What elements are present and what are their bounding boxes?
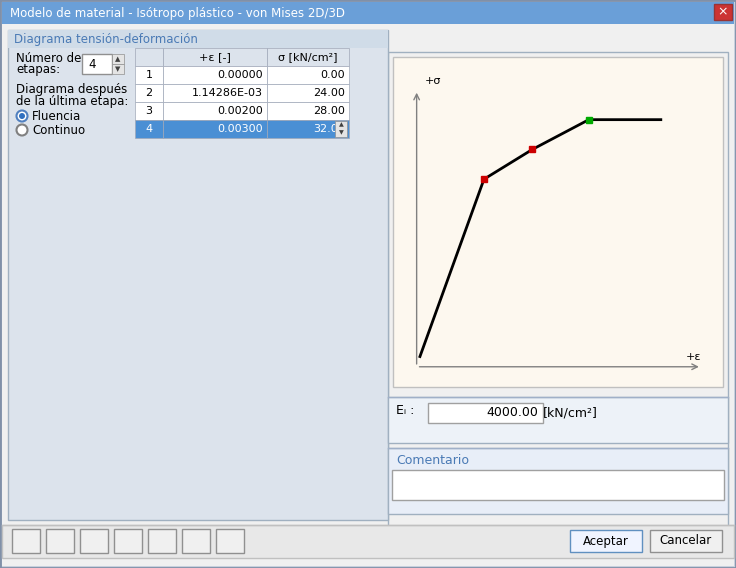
- Bar: [392, 470, 724, 500]
- Text: etapas:: etapas:: [16, 64, 60, 77]
- Bar: [2, 525, 734, 558]
- Bar: [267, 48, 349, 66]
- Bar: [570, 530, 642, 552]
- Bar: [114, 529, 142, 553]
- Text: 1: 1: [146, 70, 152, 80]
- Text: 0.00000: 0.00000: [217, 70, 263, 80]
- Bar: [8, 30, 388, 520]
- Bar: [216, 529, 244, 553]
- Text: 1.14286E-03: 1.14286E-03: [192, 88, 263, 98]
- Text: 0.00: 0.00: [320, 70, 345, 80]
- Bar: [163, 120, 267, 138]
- Text: +ε [-]: +ε [-]: [199, 52, 231, 62]
- Text: Número de: Número de: [16, 52, 82, 65]
- Text: 3: 3: [146, 106, 152, 116]
- Text: Comentario: Comentario: [396, 453, 469, 466]
- Text: ▼: ▼: [116, 66, 121, 72]
- Text: 28.00: 28.00: [313, 106, 345, 116]
- Bar: [393, 57, 723, 387]
- Circle shape: [19, 113, 25, 119]
- Bar: [182, 529, 210, 553]
- Bar: [650, 530, 722, 552]
- Text: Fluencia: Fluencia: [32, 110, 81, 123]
- Bar: [388, 397, 728, 443]
- Text: [kN/cm²]: [kN/cm²]: [543, 407, 598, 420]
- Bar: [82, 54, 112, 74]
- Bar: [163, 102, 267, 120]
- Bar: [388, 448, 728, 514]
- Text: Modelo de material - Isótropo plástico - von Mises 2D/3D: Modelo de material - Isótropo plástico -…: [10, 6, 345, 19]
- Bar: [135, 120, 163, 138]
- Bar: [46, 529, 74, 553]
- Circle shape: [16, 124, 27, 136]
- Bar: [267, 84, 349, 102]
- Text: de la última etapa:: de la última etapa:: [16, 95, 128, 108]
- Text: ▲: ▲: [116, 56, 121, 62]
- Text: Aceptar: Aceptar: [583, 534, 629, 548]
- Text: Continuo: Continuo: [32, 123, 85, 136]
- Bar: [112, 64, 124, 74]
- Bar: [267, 102, 349, 120]
- Bar: [163, 48, 267, 66]
- Bar: [2, 2, 734, 24]
- Bar: [428, 403, 543, 423]
- Text: +σ: +σ: [425, 76, 442, 86]
- Text: Diagrama tensión-deformación: Diagrama tensión-deformación: [14, 32, 198, 45]
- Bar: [148, 529, 176, 553]
- Text: σ [kN/cm²]: σ [kN/cm²]: [278, 52, 338, 62]
- Text: 0.00200: 0.00200: [217, 106, 263, 116]
- Bar: [8, 30, 388, 48]
- Bar: [112, 54, 124, 64]
- Bar: [163, 84, 267, 102]
- Text: 4: 4: [146, 124, 152, 134]
- Text: 4000.00: 4000.00: [486, 407, 538, 420]
- Bar: [388, 52, 728, 532]
- Bar: [163, 66, 267, 84]
- Bar: [135, 48, 163, 66]
- Text: 32.00: 32.00: [314, 124, 345, 134]
- Bar: [135, 84, 163, 102]
- Bar: [267, 120, 349, 138]
- Text: +ε: +ε: [686, 352, 701, 362]
- Text: Cancelar: Cancelar: [660, 534, 712, 548]
- Bar: [12, 529, 40, 553]
- Text: 4: 4: [88, 57, 96, 70]
- Bar: [267, 66, 349, 84]
- Circle shape: [16, 111, 27, 122]
- Text: Eᵢ :: Eᵢ :: [396, 404, 414, 417]
- Bar: [335, 121, 347, 137]
- Bar: [135, 102, 163, 120]
- Bar: [80, 529, 108, 553]
- Text: ×: ×: [718, 6, 728, 19]
- Bar: [135, 66, 163, 84]
- Text: ▲: ▲: [339, 123, 344, 127]
- Text: 24.00: 24.00: [313, 88, 345, 98]
- Text: Diagrama después: Diagrama después: [16, 83, 127, 97]
- Text: ▼: ▼: [339, 131, 344, 136]
- Text: 0.00300: 0.00300: [217, 124, 263, 134]
- Bar: [714, 4, 732, 20]
- Text: 2: 2: [146, 88, 152, 98]
